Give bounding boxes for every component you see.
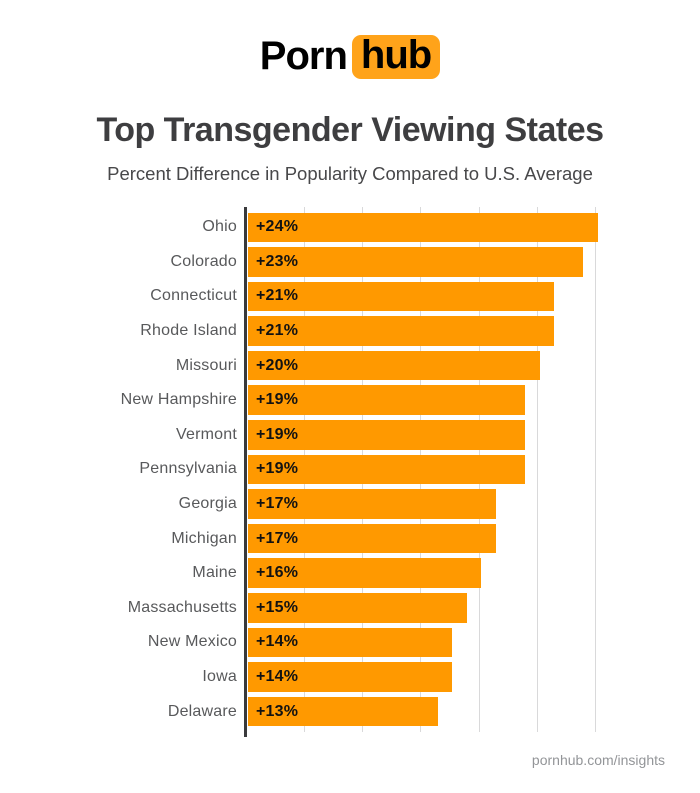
state-label: Ohio bbox=[202, 218, 237, 236]
bar-value-label: +21% bbox=[256, 322, 299, 340]
gridline-24-pct bbox=[595, 207, 596, 732]
bar: +14% bbox=[248, 627, 453, 658]
bar-value-label: +23% bbox=[256, 252, 299, 270]
state-label: Iowa bbox=[202, 668, 237, 686]
state-label: New Mexico bbox=[147, 633, 237, 651]
bar-chart: Ohio +24% Colorado +23% Connecticut +21% Rhode… bbox=[0, 206, 700, 737]
chart-row: New Hampshire +19% bbox=[0, 383, 700, 418]
bar: +17% bbox=[248, 523, 496, 554]
chart-row: Vermont +19% bbox=[0, 418, 700, 453]
bar-value-label: +19% bbox=[256, 425, 299, 443]
chart-row: Colorado +23% bbox=[0, 245, 700, 280]
chart-rows: Ohio +24% Colorado +23% Connecticut +21% Rhode… bbox=[0, 210, 700, 729]
chart-row: Georgia +17% bbox=[0, 487, 700, 522]
chart-row: Delaware +13% bbox=[0, 694, 700, 729]
bar-value-label: +20% bbox=[256, 356, 299, 374]
bar: +19% bbox=[248, 454, 526, 485]
state-label: Massachusetts bbox=[127, 598, 237, 616]
bar-value-label: +15% bbox=[256, 598, 299, 616]
bar-value-label: +19% bbox=[256, 460, 299, 478]
bar: +14% bbox=[248, 662, 453, 692]
chart-row: Missouri +20% bbox=[0, 348, 700, 383]
page-subtitle: Percent Difference in Popularity Compare… bbox=[107, 163, 593, 184]
bar-value-label: +13% bbox=[256, 702, 299, 720]
state-label: Colorado bbox=[170, 252, 237, 270]
logo-text-hub: hub bbox=[351, 34, 441, 79]
bar-value-label: +21% bbox=[256, 287, 299, 305]
chart-row: Maine +16% bbox=[0, 556, 700, 591]
bar: +17% bbox=[248, 489, 496, 519]
state-label: Rhode Island bbox=[140, 322, 237, 340]
state-label: New Hampshire bbox=[120, 391, 237, 409]
bar-value-label: +17% bbox=[256, 495, 299, 513]
state-label: Vermont bbox=[176, 425, 237, 443]
state-label: Delaware bbox=[167, 702, 237, 720]
bar: +21% bbox=[248, 281, 555, 312]
bar-value-label: +24% bbox=[256, 218, 299, 236]
bar: +23% bbox=[248, 247, 584, 277]
state-label: Missouri bbox=[175, 356, 237, 374]
pornhub-logo: Porn hub bbox=[0, 34, 700, 79]
bar: +19% bbox=[248, 420, 526, 450]
bar-value-label: +17% bbox=[256, 529, 299, 547]
state-label: Connecticut bbox=[150, 287, 237, 305]
y-axis-line bbox=[244, 207, 247, 737]
gridline-20-pct bbox=[537, 207, 538, 732]
bar: +13% bbox=[248, 696, 438, 727]
bar: +15% bbox=[248, 593, 467, 623]
bar: +24% bbox=[248, 212, 598, 243]
bar-value-label: +14% bbox=[256, 633, 299, 651]
bar: +16% bbox=[248, 558, 482, 589]
state-label: Maine bbox=[192, 564, 237, 582]
chart-row: New Mexico +14% bbox=[0, 625, 700, 660]
chart-row: Iowa +14% bbox=[0, 660, 700, 695]
chart-row: Ohio +24% bbox=[0, 210, 700, 245]
footer-url: pornhub.com/insights bbox=[531, 752, 665, 768]
page-title: Top Transgender Viewing States bbox=[96, 111, 604, 149]
chart-row: Rhode Island +21% bbox=[0, 314, 700, 349]
chart-row: Connecticut +21% bbox=[0, 279, 700, 314]
bar-value-label: +14% bbox=[256, 668, 299, 686]
bar-value-label: +16% bbox=[256, 564, 299, 582]
bar-value-label: +19% bbox=[256, 391, 299, 409]
state-label: Michigan bbox=[171, 529, 237, 547]
chart-row: Massachusetts +15% bbox=[0, 591, 700, 626]
chart-row: Michigan +17% bbox=[0, 521, 700, 556]
state-label: Pennsylvania bbox=[139, 460, 237, 478]
logo-text-porn: Porn bbox=[259, 34, 348, 78]
state-label: Georgia bbox=[178, 495, 237, 513]
bar: +19% bbox=[248, 385, 526, 416]
bar: +20% bbox=[248, 350, 540, 381]
chart-row: Pennsylvania +19% bbox=[0, 452, 700, 487]
bar: +21% bbox=[248, 316, 555, 346]
